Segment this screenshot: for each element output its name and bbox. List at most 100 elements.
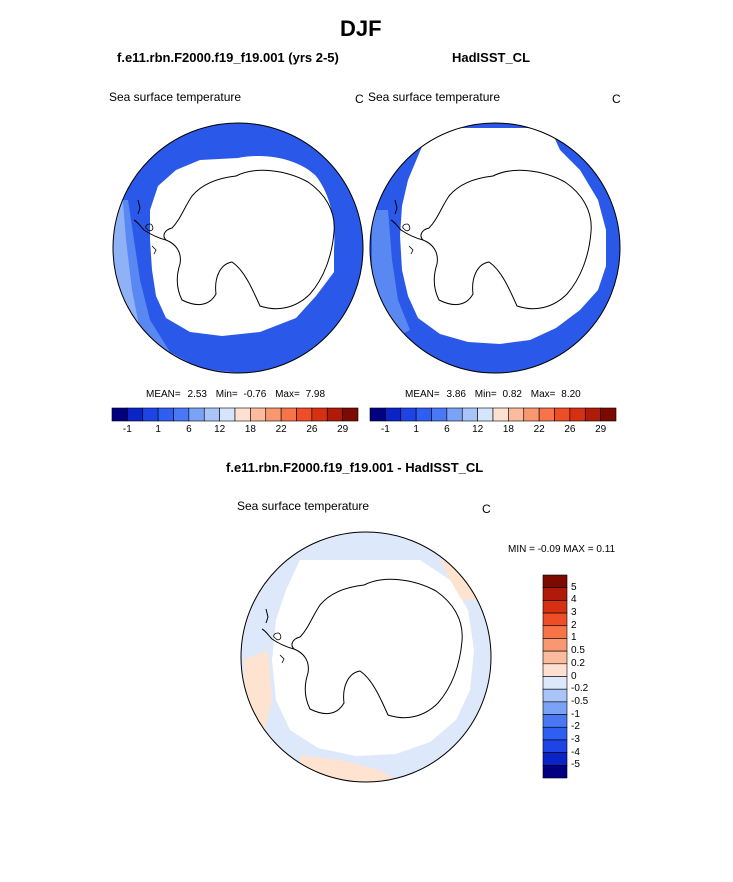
colorbar-tick-label: -3 [571,733,580,745]
colorbar-tick-label: 3 [571,607,577,619]
colorbar-swatch [542,625,568,639]
left-mean-value: 2.53 [187,389,207,400]
colorbar-swatch [542,650,568,665]
left-variable-label: Sea surface temperature [109,90,242,104]
colorbar-swatch [538,407,555,422]
colorbar-swatch [296,407,313,422]
colorbar-swatch [477,407,494,422]
colorbar-swatch [342,407,359,422]
colorbar-swatch [542,612,568,627]
colorbar-swatch [542,739,568,753]
colorbar-tick-label: 5 [571,581,577,593]
right-min-label: Min= [474,389,497,400]
colorbar-swatch [542,701,568,715]
colorbar-swatch [569,407,586,422]
colorbar-swatch [415,407,432,422]
left-min-label: Min= [215,389,238,400]
colorbar-tick-label: 29 [337,424,349,435]
colorbar-tick-label: 1 [413,424,419,435]
colorbar-tick-label: -2 [571,721,580,733]
colorbar-swatch [142,407,159,422]
colorbar-swatch [600,407,617,422]
colorbar-swatch [431,407,448,422]
colorbar-swatch [542,765,568,779]
colorbar-tick-label: -5 [571,759,580,771]
colorbar-left [111,407,359,422]
right-min-value: 0.82 [502,389,522,400]
colorbar-tick-label: 1 [155,424,161,435]
colorbar-tick-label: 29 [595,424,607,435]
colorbar-swatch [111,407,128,422]
right-case-title: HadISST_CL [452,50,531,65]
right-variable-label: Sea surface temperature [368,90,501,104]
colorbar-swatch [508,407,525,422]
right-units-label: C [612,92,621,106]
left-stats: MEAN= 2.53 Min= -0.76 Max= 7.98 [146,389,325,400]
diff-map-border [240,531,492,783]
colorbar-swatch [542,726,568,741]
colorbar-swatch [542,587,568,601]
colorbar-swatch [542,688,568,703]
colorbar-swatch [203,407,220,422]
colorbar-swatch [219,407,236,422]
colorbar-swatch [400,407,417,422]
colorbar-tick-label: 6 [444,424,450,435]
left-units-label: C [355,92,364,106]
colorbar-tick-label: 12 [472,424,484,435]
colorbar-tick-label: 26 [564,424,576,435]
colorbar-swatch [446,407,463,422]
colorbar-tick-label: 2 [571,619,577,631]
colorbar-tick-label: 6 [186,424,192,435]
figure-title: DJF [340,16,382,41]
colorbar-swatch [173,407,190,422]
colorbar-right [369,407,617,422]
colorbar-diff [542,574,568,779]
colorbar-swatch [542,663,568,677]
colorbar-swatch [492,407,509,422]
colorbar-swatch [157,407,174,422]
colorbar-swatch [584,407,601,422]
colorbar-tick-label: 4 [571,594,577,606]
colorbar-swatch [523,407,540,422]
colorbar-tick-label: 26 [306,424,318,435]
colorbar-swatch [280,407,297,422]
colorbar-swatch [265,407,282,422]
colorbar-swatch [250,407,267,422]
diff-minmax: MIN = -0.09 MAX = 0.11 [508,544,616,555]
colorbar-swatch [542,714,568,728]
colorbar-tick-label: 18 [502,424,514,435]
colorbar-swatch [542,752,568,766]
colorbar-tick-label: 0.2 [571,657,585,669]
diff-units-label: C [482,502,491,516]
colorbar-swatch [542,600,568,614]
left-mean-label: MEAN= [146,389,181,400]
colorbar-swatch [234,407,251,422]
diff-variable-label: Sea surface temperature [237,499,370,513]
left-light-band [113,200,238,373]
colorbar-swatch [542,676,568,690]
colorbar-swatch [542,638,568,652]
colorbar-tick-label: -0.5 [571,695,589,707]
right-map-border [369,122,621,374]
colorbar-tick-label: -1 [122,424,132,435]
colorbar-tick-label: 0 [571,670,577,682]
left-max-value: 7.98 [305,389,326,400]
right-max-value: 8.20 [561,389,581,400]
colorbar-swatch [369,407,386,422]
colorbar-tick-label: 22 [275,424,287,435]
colorbar-swatch [461,407,478,422]
colorbar-swatch [188,407,205,422]
colorbar-tick-label: 22 [533,424,545,435]
diff-title: f.e11.rbn.F2000.f19_f19.001 - HadISST_CL [226,460,484,475]
right-stats: MEAN= 3.86 Min= 0.82 Max= 8.20 [405,389,581,400]
right-mean-label: MEAN= [405,389,440,400]
right-mean-value: 3.86 [446,389,466,400]
right-max-label: Max= [530,389,556,400]
left-map-border [112,122,364,374]
colorbar-swatch [127,407,144,422]
colorbar-swatch [385,407,402,422]
colorbar-swatch [542,574,568,588]
colorbar-swatch [326,407,343,422]
colorbar-tick-label: -0.2 [571,683,589,695]
